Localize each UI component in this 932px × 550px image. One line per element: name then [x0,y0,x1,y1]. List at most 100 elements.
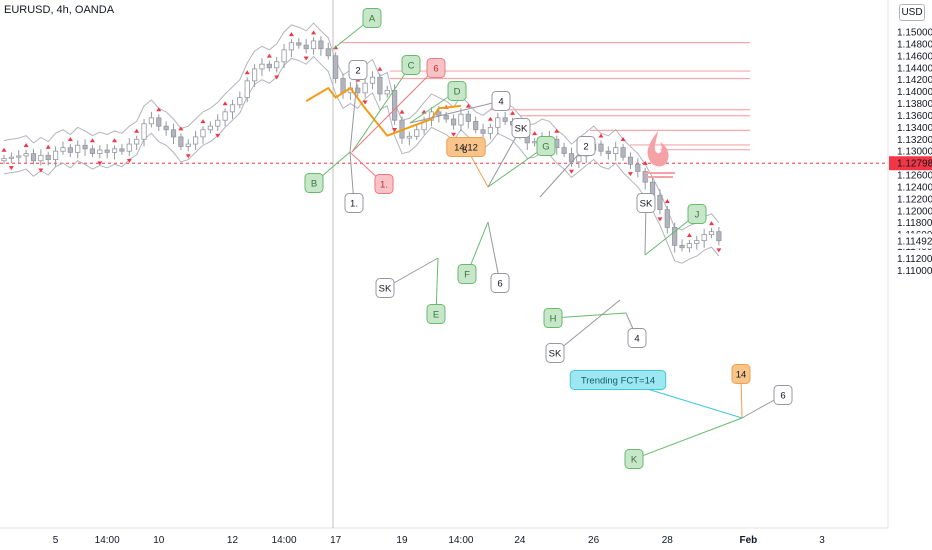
candle-body [259,63,265,70]
price-tick-label: 1.12000 [897,206,932,217]
candle [303,39,309,54]
callout-leader [487,221,501,284]
candle-body [487,126,494,134]
candle [288,39,295,58]
candle-body [657,194,663,211]
candle-body [148,117,154,125]
callout-text: G [542,142,549,153]
candle [266,60,272,72]
time-tick-label: 26 [588,535,600,546]
candle-body [38,154,44,162]
candle [340,73,346,99]
candle-body [325,48,331,57]
time-tick-label: 10 [153,535,165,546]
callout-box [490,273,510,293]
callout-text: J [695,210,700,221]
annotation-callout: C [401,55,421,75]
down-signal-marker [126,158,132,163]
candle-body [627,156,634,165]
up-signal-marker [23,143,29,148]
callout-text: SK [549,349,562,360]
candle [244,77,250,103]
up-signal-marker [399,109,405,114]
time-tick-label: 14:00 [448,535,473,546]
lower-envelope-line [3,55,720,264]
annotation-callout: 6 [773,385,793,405]
candle [274,57,280,73]
annotation-callout: E [426,304,446,324]
candle-body [82,144,88,150]
price-tick-label: 1.14400 [897,63,932,74]
price-badge-label: 1.12798 [897,159,932,170]
callout-text: H [550,314,557,325]
candle-body [126,143,132,152]
candle-body [502,117,508,122]
orange-pattern-line [305,86,462,137]
callout-leader [554,299,621,354]
candle [82,139,88,156]
callout-leader [409,100,502,124]
candle-body [613,147,619,154]
candle [75,140,81,159]
callout-box [773,385,793,405]
candle [627,152,634,170]
candle-body [8,156,14,159]
price-tick-label: 1.14600 [897,51,932,62]
annotation-callout: 4 [491,91,511,111]
up-signal-marker [465,103,471,108]
callout-text: D [454,87,461,98]
candle-body [215,119,221,127]
down-signal-marker [185,154,191,159]
up-signal-marker [598,133,604,138]
callout-text: 6 [433,64,438,75]
candle-body [251,68,258,82]
callout-box [375,278,395,298]
annotation-callout: 2 [576,136,596,156]
callout-box [401,55,421,75]
candle [495,113,501,135]
candle-body [701,234,707,241]
candle-body [119,148,125,152]
candle [362,78,368,98]
candle-body [30,153,37,162]
up-signal-marker [377,66,383,71]
candle [193,130,199,151]
down-signal-marker [627,172,633,177]
candle [561,142,567,158]
time-tick-label: Feb [739,535,757,546]
candle [163,121,169,136]
candle [701,228,707,248]
candle-body [288,42,295,51]
candle [89,145,96,158]
time-tick-label: 28 [662,535,674,546]
annotation-callout: 1. [344,193,364,213]
annotation-callout: SK [636,193,656,213]
candle [237,91,243,109]
candle-body [1,157,7,162]
candle [215,114,221,131]
candle [178,133,184,151]
up-signal-marker [178,126,184,131]
candle [613,141,619,161]
candle-body [111,148,118,153]
candle [406,131,412,146]
candle [222,108,228,127]
candle [532,138,538,147]
candle [465,110,471,129]
time-tick-label: 24 [514,535,526,546]
candle-body [318,40,324,50]
annotation-callout: SK [545,343,565,363]
candle [134,135,140,151]
candle [369,71,376,90]
price-tick-label: 1.15000 [897,28,932,39]
chart-title: EURUSD, 4h, OANDA [4,4,115,16]
annotation-lines [305,17,784,460]
candle-body [141,123,147,140]
callout-text: 14 [736,370,747,381]
candle [473,116,479,134]
time-tick-label: 17 [330,535,342,546]
callout-box [426,304,446,324]
callout-text: 2 [355,66,360,77]
currency-badge[interactable]: USD [899,4,925,21]
